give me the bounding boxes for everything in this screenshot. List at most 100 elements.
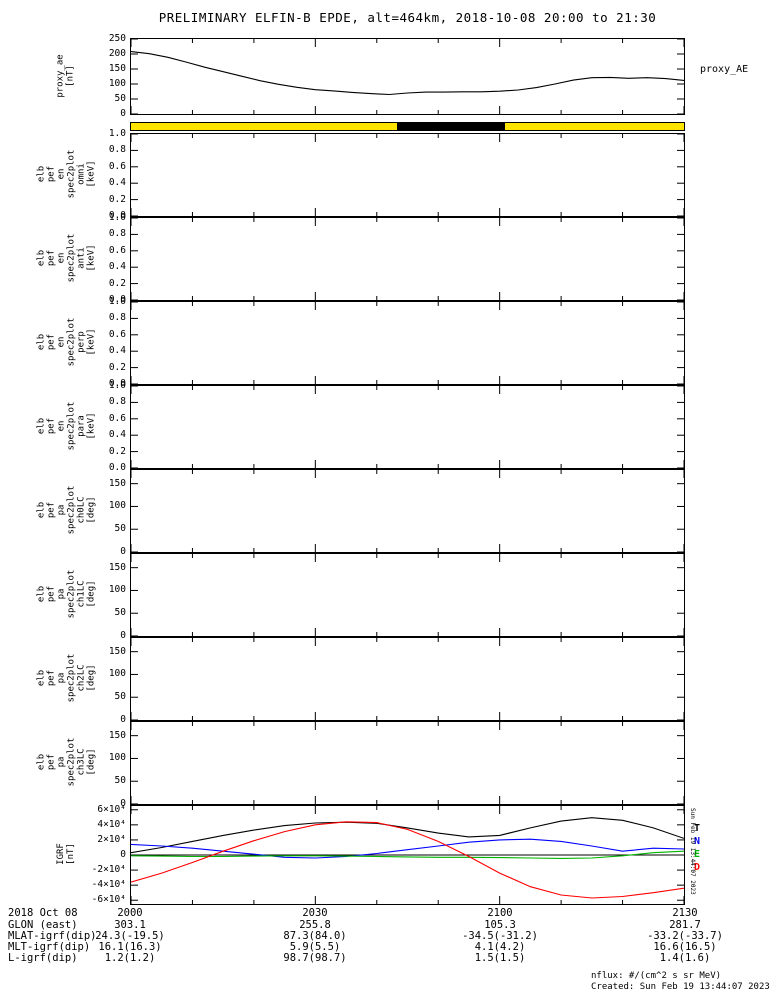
- y-axis-title-text: elb pef en spec2plot omni [keV]: [36, 149, 96, 199]
- y-tick-label: 0.2: [108, 193, 126, 205]
- y-axis-title-igrf: IGRF [nT]: [22, 805, 110, 903]
- y-tick-label: 0.4: [108, 345, 126, 357]
- panel-pa-ch0lc: [130, 469, 685, 553]
- y-tick-label: 6×10⁴: [97, 803, 126, 815]
- y-tick-label: 0.0: [108, 378, 126, 389]
- y-axis-title-en_omni: elb pef en spec2plot omni [keV]: [22, 133, 110, 215]
- y-tick-label: -4×10⁴: [91, 879, 126, 891]
- row-value: 87.3(84.0): [283, 930, 347, 942]
- y-tick-label: 0: [120, 108, 126, 119]
- y-tick-label: 0.8: [108, 396, 126, 408]
- y-tick-label: 0: [120, 849, 126, 860]
- y-axis-title-proxy: proxy_ae [nT]: [22, 38, 110, 113]
- y-axis-title-en_anti: elb pef en spec2plot anti [keV]: [22, 217, 110, 299]
- plot-canvas-proxy: [131, 39, 684, 114]
- y-tick-label: 4×10⁴: [97, 818, 126, 830]
- y-tick-label: 0: [120, 798, 126, 809]
- y-tick-label: 0.8: [108, 144, 126, 156]
- proxy-ae-series-label: proxy_AE: [700, 64, 749, 75]
- row-value: 1.2(1.2): [104, 952, 156, 964]
- y-tick-label: 0: [120, 630, 126, 641]
- row-value: 24.3(-19.5): [95, 930, 165, 942]
- x-tick-label: 2030: [302, 907, 328, 919]
- units-note: nflux: #/(cm^2 s sr MeV): [591, 971, 722, 981]
- y-tick-label: 250: [108, 33, 126, 44]
- plot-canvas-pa_ch1lc: [131, 554, 684, 636]
- panel-en-omni: [130, 133, 685, 217]
- panel-pa-ch2lc: [130, 637, 685, 721]
- x-axis-date-label: 2018 Oct 08: [8, 907, 78, 919]
- y-tick-label: 100: [108, 584, 126, 596]
- row-value: -34.5(-31.2): [462, 930, 538, 942]
- panel-en-anti: [130, 217, 685, 301]
- row-value: 4.1(4.2): [474, 941, 526, 953]
- row-value: 1.5(1.5): [474, 952, 526, 964]
- y-tick-label: 150: [108, 729, 126, 741]
- y-tick-label: 0.2: [108, 361, 126, 373]
- y-tick-label: 0.6: [108, 328, 126, 340]
- created-timestamp: Created: Sun Feb 19 13:44:07 2023: [591, 982, 770, 992]
- annotation-row-mlt: MLT-igrf(dip) 16.1(16.3) 5.9(5.5) 4.1(4.…: [0, 941, 775, 953]
- y-tick-label: 0: [120, 546, 126, 557]
- y-tick-label: 150: [108, 477, 126, 489]
- y-tick-label: 100: [108, 78, 126, 89]
- y-tick-label: -6×10⁴: [91, 894, 126, 906]
- annotation-row-glon: GLON (east) 303.1 255.8 105.3 281.7: [0, 919, 775, 931]
- y-tick-label: 0.8: [108, 228, 126, 240]
- y-axis-title-pa_ch2lc: elb pef pa spec2plot ch2LC [deg]: [22, 637, 110, 719]
- y-tick-label: 0.0: [108, 294, 126, 305]
- plot-title: PRELIMINARY ELFIN-B EPDE, alt=464km, 201…: [158, 10, 657, 25]
- y-tick-label: 50: [114, 691, 126, 703]
- row-label: GLON (east): [8, 919, 78, 931]
- panel-en-para: [130, 385, 685, 469]
- y-tick-label: 100: [108, 500, 126, 512]
- y-tick-label: 0.4: [108, 177, 126, 189]
- plot-canvas-igrf: [131, 806, 684, 904]
- y-axis-title-text: elb pef pa spec2plot ch1LC [deg]: [36, 569, 96, 619]
- y-axis-title-en_para: elb pef en spec2plot para [keV]: [22, 385, 110, 467]
- y-axis-title-pa_ch3lc: elb pef pa spec2plot ch3LC [deg]: [22, 721, 110, 803]
- plot-canvas-pa_ch3lc: [131, 722, 684, 804]
- y-tick-label: 150: [108, 645, 126, 657]
- y-axis-title-text: elb pef pa spec2plot ch2LC [deg]: [36, 653, 96, 703]
- plot-canvas-en_perp: [131, 302, 684, 384]
- plot-canvas-pa_ch0lc: [131, 470, 684, 552]
- y-tick-label: 150: [108, 561, 126, 573]
- x-tick-label: 2130: [672, 907, 698, 919]
- y-tick-label: 1.0: [108, 296, 126, 307]
- y-axis-title-text: proxy_ae [nT]: [55, 53, 76, 98]
- y-axis-title-pa_ch0lc: elb pef pa spec2plot ch0LC [deg]: [22, 469, 110, 551]
- y-tick-label: 50: [114, 523, 126, 535]
- y-tick-label: 2×10⁴: [97, 833, 126, 845]
- y-tick-label: 200: [108, 48, 126, 59]
- y-tick-label: -2×10⁴: [91, 864, 126, 876]
- x-tick-label: 2100: [487, 907, 513, 919]
- row-value: 5.9(5.5): [289, 941, 341, 953]
- panel-igrf: [130, 805, 685, 905]
- side-timestamp: Sun Feb 19 13:44:07 2023: [689, 808, 696, 895]
- y-tick-label: 1.0: [108, 380, 126, 391]
- annotation-row-mlat: MLAT-igrf(dip) 24.3(-19.5) 87.3(84.0) -3…: [0, 930, 775, 942]
- y-tick-label: 100: [108, 668, 126, 680]
- row-value: 281.7: [669, 919, 701, 931]
- y-axis-title-text: IGRF [nT]: [56, 843, 76, 865]
- plot-canvas-en_anti: [131, 218, 684, 300]
- row-value: 16.1(16.3): [98, 941, 162, 953]
- row-label: MLT-igrf(dip): [8, 941, 91, 953]
- y-tick-label: 0.6: [108, 244, 126, 256]
- y-tick-label: 50: [114, 775, 126, 787]
- y-axis-title-text: elb pef en spec2plot anti [keV]: [36, 233, 96, 283]
- y-tick-label: 0.4: [108, 429, 126, 441]
- panel-en-perp: [130, 301, 685, 385]
- y-tick-label: 50: [114, 607, 126, 619]
- y-tick-label: 0.6: [108, 412, 126, 424]
- y-axis-title-text: elb pef en spec2plot perp [keV]: [36, 317, 96, 367]
- y-tick-label: 1.0: [108, 128, 126, 139]
- row-value: 255.8: [299, 919, 331, 931]
- panel-pa-ch1lc: [130, 553, 685, 637]
- y-tick-label: 0.6: [108, 160, 126, 172]
- plot-canvas-en_para: [131, 386, 684, 468]
- y-tick-label: 0.2: [108, 445, 126, 457]
- y-axis-title-text: elb pef en spec2plot para [keV]: [36, 401, 96, 451]
